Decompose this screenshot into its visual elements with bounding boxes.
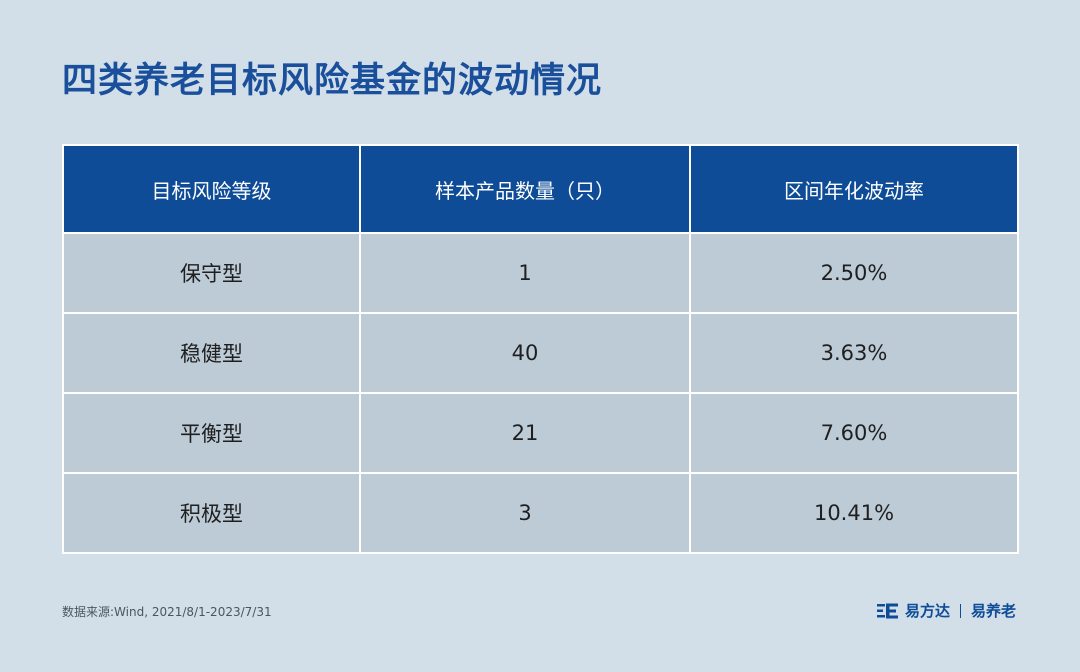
column-header-volatility: 区间年化波动率 — [689, 144, 1019, 234]
cell-volatility: 10.41% — [689, 472, 1019, 554]
table-row: 积极型 3 10.41% — [62, 472, 1019, 554]
page-title: 四类养老目标风险基金的波动情况 — [62, 61, 603, 101]
cell-volatility: 3.63% — [689, 312, 1019, 394]
logo-divider — [959, 603, 961, 618]
table-header-row: 目标风险等级 样本产品数量（只） 区间年化波动率 — [62, 144, 1019, 234]
table-row: 保守型 1 2.50% — [62, 232, 1019, 314]
cell-risk-level: 积极型 — [62, 472, 361, 554]
efund-logo-icon — [876, 603, 898, 618]
cell-sample-count: 40 — [359, 312, 691, 394]
cell-sample-count: 21 — [359, 392, 691, 474]
table-row: 平衡型 21 7.60% — [62, 392, 1019, 474]
cell-volatility: 7.60% — [689, 392, 1019, 474]
cell-risk-level: 平衡型 — [62, 392, 361, 474]
cell-risk-level: 保守型 — [62, 232, 361, 314]
brand-sub-name: 易养老 — [970, 602, 1016, 620]
volatility-table: 目标风险等级 样本产品数量（只） 区间年化波动率 保守型 1 2.50% 稳健型… — [62, 144, 1019, 554]
table-row: 稳健型 40 3.63% — [62, 312, 1019, 394]
brand-logo: 易方达 易养老 — [876, 600, 1016, 621]
cell-sample-count: 1 — [359, 232, 691, 314]
cell-sample-count: 3 — [359, 472, 691, 554]
column-header-risk-level: 目标风险等级 — [62, 144, 361, 234]
column-header-sample-count: 样本产品数量（只） — [359, 144, 691, 234]
data-source-note: 数据来源:Wind, 2021/8/1-2023/7/31 — [62, 605, 272, 619]
cell-volatility: 2.50% — [689, 232, 1019, 314]
brand-name: 易方达 — [904, 602, 950, 620]
cell-risk-level: 稳健型 — [62, 312, 361, 394]
